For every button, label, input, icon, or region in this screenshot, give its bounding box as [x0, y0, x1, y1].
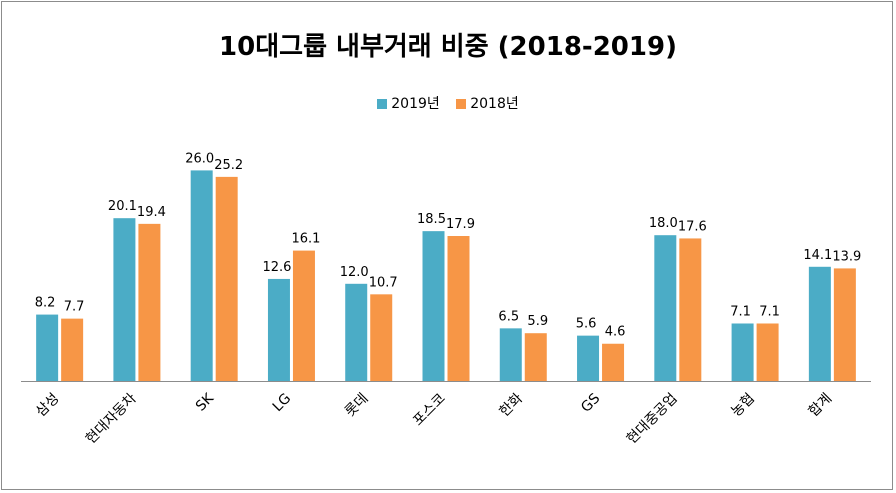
- data-label-2019-10: 14.1: [803, 248, 832, 263]
- bar-2019-6: [499, 328, 522, 381]
- bar-2019-10: [808, 266, 831, 381]
- data-label-2018-6: 5.9: [527, 314, 548, 329]
- legend-swatch-2019: [377, 99, 388, 109]
- category-label-10: 합계: [806, 391, 836, 421]
- bar-2018-2: [215, 176, 238, 381]
- category-label-7: GS: [578, 390, 603, 415]
- legend: 2019년 2018년: [0, 93, 896, 113]
- bar-2019-1: [113, 218, 136, 381]
- bar-2019-9: [731, 323, 754, 381]
- bar-2018-5: [447, 236, 470, 381]
- category-label-0: 삼성: [33, 391, 63, 421]
- bar-2018-3: [292, 250, 315, 381]
- bar-2019-5: [422, 231, 445, 381]
- bar-2018-9: [756, 323, 779, 381]
- category-label-9: 농협: [728, 391, 758, 421]
- bar-2018-0: [61, 318, 84, 381]
- data-label-2019-6: 6.5: [498, 309, 519, 324]
- data-label-2019-3: 12.6: [262, 260, 291, 275]
- category-label-6: 한화: [497, 390, 527, 420]
- bar-2018-7: [602, 343, 625, 381]
- data-label-2018-10: 13.9: [832, 249, 861, 264]
- bar-2019-3: [267, 278, 290, 381]
- data-label-2018-5: 17.9: [446, 217, 475, 232]
- data-label-2019-4: 12.0: [340, 265, 369, 280]
- bar-2019-4: [345, 283, 368, 381]
- data-label-2019-0: 8.2: [35, 296, 56, 311]
- category-label-2: SK: [193, 390, 218, 415]
- data-label-2018-0: 7.7: [64, 300, 85, 315]
- data-label-2019-7: 5.6: [576, 317, 597, 332]
- data-label-2019-9: 7.1: [730, 304, 751, 319]
- category-label-4: 롯데: [342, 391, 372, 421]
- data-label-2018-8: 17.6: [678, 219, 707, 234]
- legend-swatch-2018: [456, 99, 467, 109]
- data-label-2018-7: 4.6: [605, 325, 626, 340]
- legend-item-2019: 2019년: [377, 93, 440, 113]
- data-label-2019-8: 18.0: [649, 216, 678, 231]
- data-label-2019-5: 18.5: [417, 212, 446, 227]
- data-label-2018-9: 7.1: [759, 304, 780, 319]
- data-label-2019-1: 20.1: [108, 199, 137, 214]
- bar-2018-1: [138, 223, 161, 381]
- bar-2018-6: [524, 333, 547, 381]
- data-label-2018-4: 10.7: [369, 275, 398, 290]
- data-label-2018-2: 25.2: [214, 158, 243, 173]
- category-label-1: 현대자동차: [83, 390, 140, 447]
- bar-2019-2: [190, 170, 213, 381]
- bar-2019-8: [654, 235, 677, 381]
- legend-item-2018: 2018년: [456, 93, 519, 113]
- category-label-5: 포스코: [410, 390, 449, 429]
- bar-2018-8: [679, 238, 702, 381]
- bar-2018-10: [833, 268, 856, 381]
- data-label-2018-1: 19.4: [137, 205, 166, 220]
- bar-2019-7: [577, 335, 600, 381]
- data-label-2018-3: 16.1: [291, 232, 320, 247]
- bar-2018-4: [370, 294, 393, 381]
- category-label-8: 현대중공업: [624, 391, 681, 448]
- legend-label-2019: 2019년: [391, 96, 440, 112]
- legend-label-2018: 2018년: [470, 96, 519, 112]
- bar-2019-0: [36, 314, 59, 381]
- chart-title: 10대그룹 내부거래 비중 (2018-2019): [219, 32, 677, 62]
- data-label-2019-2: 26.0: [185, 151, 214, 166]
- category-label-3: LG: [270, 391, 295, 416]
